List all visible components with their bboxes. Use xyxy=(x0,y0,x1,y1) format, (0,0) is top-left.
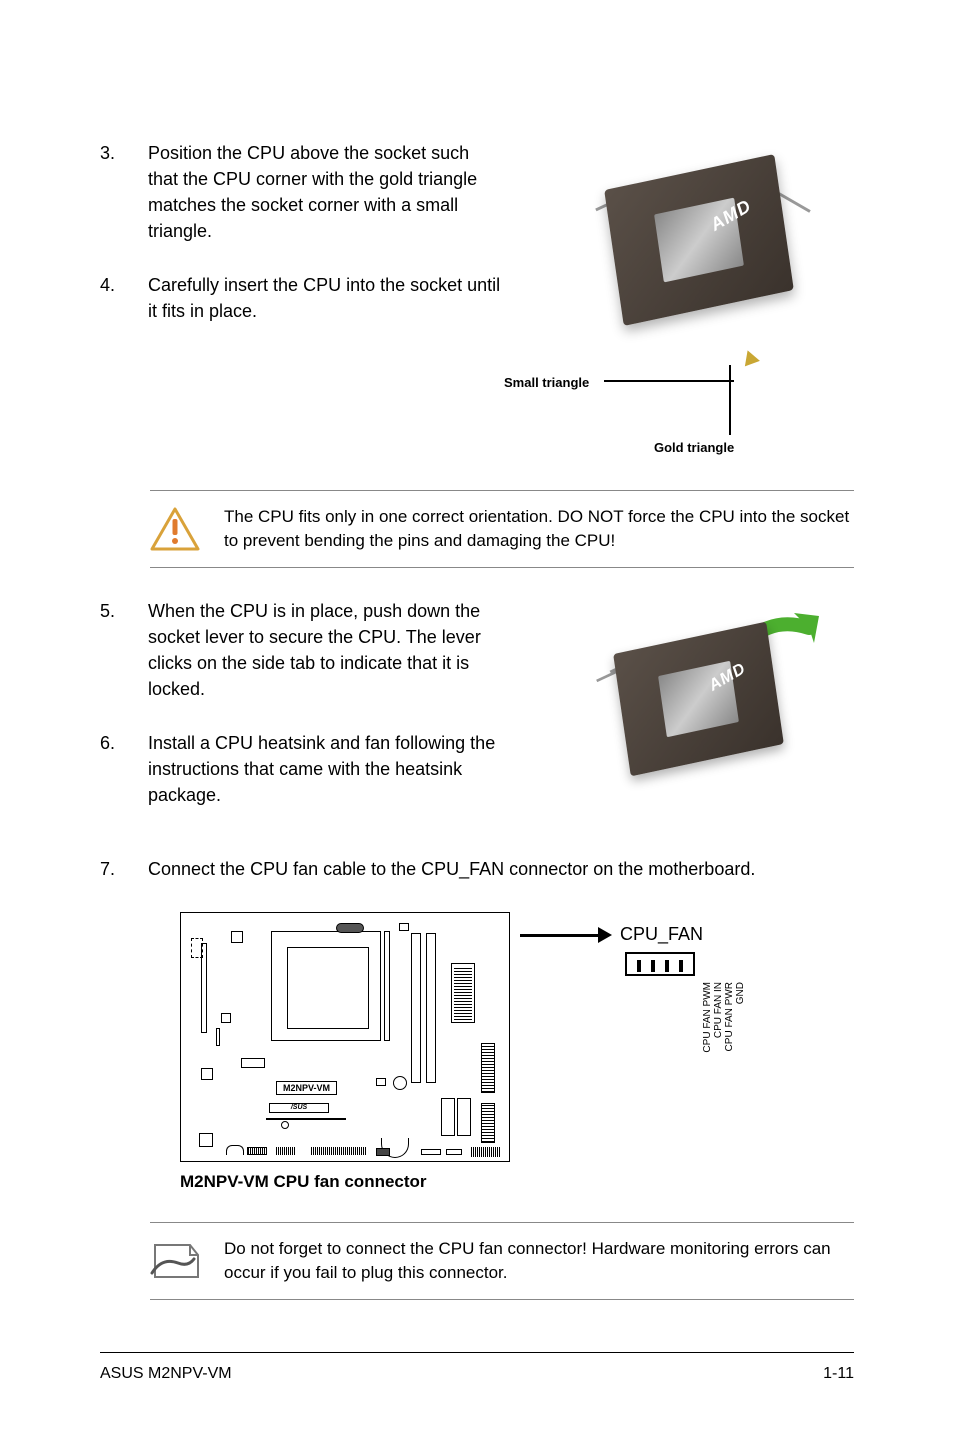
mb-connector xyxy=(311,1147,366,1155)
mb-component xyxy=(399,923,409,931)
socket-lever xyxy=(384,931,390,1041)
gold-triangle-leader xyxy=(729,365,731,435)
fan-arrow xyxy=(520,934,610,937)
step-5: 5. When the CPU is in place, push down t… xyxy=(100,598,504,702)
fan-pin xyxy=(651,960,655,972)
fan-pin-labels: CPU FAN PWM CPU FAN IN CPU FAN PWR GND xyxy=(702,982,746,1072)
cpu-socket-outline xyxy=(271,931,381,1041)
step-6-number: 6. xyxy=(100,730,124,808)
pin-label-gnd: GND xyxy=(735,982,746,1072)
pin-label-in: CPU FAN IN xyxy=(713,982,724,1072)
mb-chip xyxy=(451,963,475,1023)
section-steps-5-6: 5. When the CPU is in place, push down t… xyxy=(100,598,854,837)
small-triangle-leader xyxy=(604,380,734,382)
warning-icon xyxy=(150,507,200,551)
small-triangle-label: Small triangle xyxy=(504,375,589,390)
warning-text: The CPU fits only in one correct orienta… xyxy=(224,505,854,553)
mb-component xyxy=(376,1148,390,1156)
step-7-number: 7. xyxy=(100,856,124,882)
step-3: 3. Position the CPU above the socket suc… xyxy=(100,140,504,244)
mb-connector xyxy=(247,1147,267,1155)
note-callout: Do not forget to connect the CPU fan con… xyxy=(150,1222,854,1300)
mb-line xyxy=(266,1118,346,1120)
diagram-caption: M2NPV-VM CPU fan connector xyxy=(180,1172,854,1192)
mb-component xyxy=(231,931,243,943)
mb-hole xyxy=(281,1121,289,1129)
pin-label-pwr: CPU FAN PWR xyxy=(724,982,735,1072)
ram-slot xyxy=(411,933,421,1083)
step-6-text: Install a CPU heatsink and fan following… xyxy=(148,730,504,808)
mb-component xyxy=(221,1013,231,1023)
mb-component xyxy=(446,1149,462,1155)
ram-slot xyxy=(426,933,436,1083)
step-5-number: 5. xyxy=(100,598,124,702)
fan-pin xyxy=(665,960,669,972)
mb-component xyxy=(216,1028,220,1046)
footer-left: ASUS M2NPV-VM xyxy=(100,1365,232,1383)
note-text: Do not forget to connect the CPU fan con… xyxy=(224,1237,854,1285)
footer-right: 1-11 xyxy=(823,1365,854,1383)
note-icon xyxy=(150,1243,200,1279)
step-3-text: Position the CPU above the socket such t… xyxy=(148,140,504,244)
mb-component xyxy=(421,1149,441,1155)
mb-component xyxy=(336,923,364,933)
gold-triangle-label: Gold triangle xyxy=(654,440,734,455)
fan-connector-icon xyxy=(625,952,695,976)
step-6: 6. Install a CPU heatsink and fan follow… xyxy=(100,730,504,808)
mb-component xyxy=(226,1145,244,1155)
mb-component xyxy=(376,1078,386,1086)
steps-3-4-text: 3. Position the CPU above the socket suc… xyxy=(100,140,504,460)
fan-connector-diagram: M2NPV-VM /SUS CPU_FAN CPU FAN PWM CPU FA… xyxy=(180,912,854,1192)
page-footer: ASUS M2NPV-VM 1-11 xyxy=(100,1352,854,1383)
arrow-head-icon xyxy=(598,927,612,943)
pin-label-pwm: CPU FAN PWM xyxy=(702,982,713,1072)
motherboard-outline: M2NPV-VM /SUS xyxy=(180,912,510,1162)
step-5-text: When the CPU is in place, push down the … xyxy=(148,598,504,702)
step-4-text: Carefully insert the CPU into the socket… xyxy=(148,272,504,324)
mb-port-block xyxy=(191,938,203,958)
step-4-number: 4. xyxy=(100,272,124,324)
section-steps-3-4: 3. Position the CPU above the socket suc… xyxy=(100,140,854,460)
warning-callout: The CPU fits only in one correct orienta… xyxy=(150,490,854,568)
mb-connector xyxy=(481,1103,495,1143)
step-7: 7. Connect the CPU fan cable to the CPU_… xyxy=(100,856,854,882)
mb-connector xyxy=(481,1043,495,1093)
mb-component xyxy=(457,1098,471,1136)
step-4: 4. Carefully insert the CPU into the soc… xyxy=(100,272,504,324)
mb-connector xyxy=(276,1147,296,1155)
gold-triangle-icon xyxy=(740,348,760,367)
fan-pin xyxy=(679,960,683,972)
cpu-fan-label: CPU_FAN xyxy=(620,924,703,945)
cpu-image-1: AMD Small triangle Gold triangle xyxy=(534,140,854,460)
mb-hole xyxy=(393,1076,407,1090)
mb-component xyxy=(241,1058,265,1068)
board-model-label: M2NPV-VM xyxy=(276,1081,337,1095)
steps-5-6-text: 5. When the CPU is in place, push down t… xyxy=(100,598,504,837)
mb-component xyxy=(441,1098,455,1136)
step-3-number: 3. xyxy=(100,140,124,244)
arrow-line xyxy=(520,934,600,937)
cpu-photo-1: AMD xyxy=(554,140,834,360)
step-7-text: Connect the CPU fan cable to the CPU_FAN… xyxy=(148,856,854,882)
mb-component xyxy=(201,1068,213,1080)
mb-connector xyxy=(471,1147,501,1157)
fan-pin xyxy=(637,960,641,972)
mb-component xyxy=(199,1133,213,1147)
cpu-image-2: AMD xyxy=(534,598,854,798)
brand-label: /SUS xyxy=(269,1103,329,1113)
cpu-photo-2: AMD xyxy=(568,609,820,807)
